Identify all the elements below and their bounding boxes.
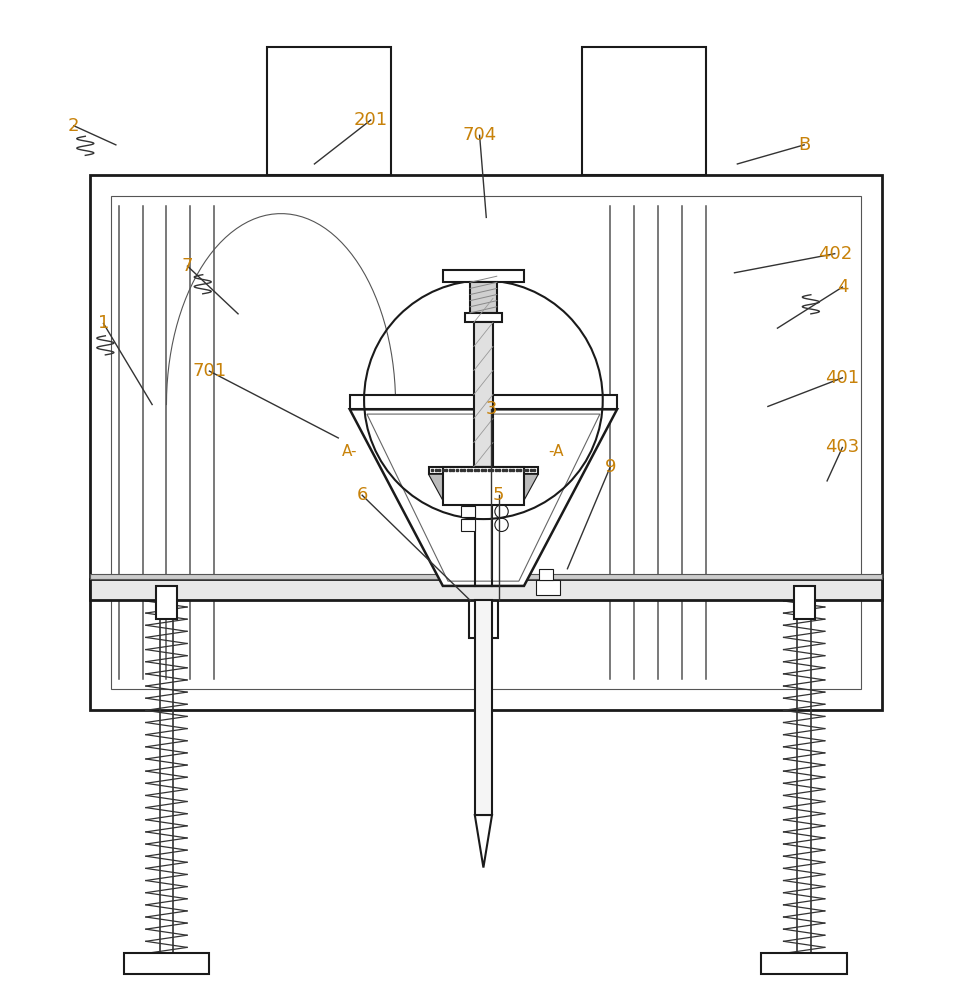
Text: 402: 402 <box>818 245 852 263</box>
Text: A-: A- <box>342 444 357 459</box>
Bar <box>465 313 502 322</box>
Bar <box>474 322 493 467</box>
Text: 701: 701 <box>193 362 226 380</box>
Text: 1: 1 <box>98 314 109 332</box>
Polygon shape <box>508 474 538 505</box>
Bar <box>91 579 882 600</box>
Bar <box>582 47 706 175</box>
Polygon shape <box>429 474 459 505</box>
Text: 201: 201 <box>353 111 388 129</box>
Bar <box>469 600 498 638</box>
Polygon shape <box>350 409 617 586</box>
Text: 9: 9 <box>605 458 616 476</box>
Bar <box>475 600 492 815</box>
Bar <box>443 467 524 505</box>
Text: 3: 3 <box>485 400 497 418</box>
Text: B: B <box>798 136 810 154</box>
Text: 5: 5 <box>493 486 505 504</box>
Text: 704: 704 <box>462 126 497 144</box>
Bar <box>91 574 882 579</box>
Bar <box>267 47 391 175</box>
Bar <box>91 175 882 710</box>
Bar <box>429 467 538 474</box>
Text: 7: 7 <box>182 257 194 275</box>
Bar <box>536 580 560 595</box>
Bar <box>123 953 209 974</box>
Bar <box>461 506 475 517</box>
Bar <box>461 519 475 531</box>
Text: 401: 401 <box>825 369 859 387</box>
Text: 6: 6 <box>356 486 368 504</box>
Bar <box>761 953 847 974</box>
Bar <box>350 395 617 409</box>
Text: 4: 4 <box>837 278 848 296</box>
Text: 2: 2 <box>68 117 80 135</box>
Bar <box>470 282 497 313</box>
Text: 403: 403 <box>825 438 860 456</box>
Polygon shape <box>475 815 492 868</box>
Bar <box>443 270 524 282</box>
Bar <box>538 569 553 580</box>
Bar <box>111 196 862 689</box>
Bar <box>794 586 815 619</box>
Text: -A: -A <box>548 444 563 459</box>
Bar <box>156 586 177 619</box>
